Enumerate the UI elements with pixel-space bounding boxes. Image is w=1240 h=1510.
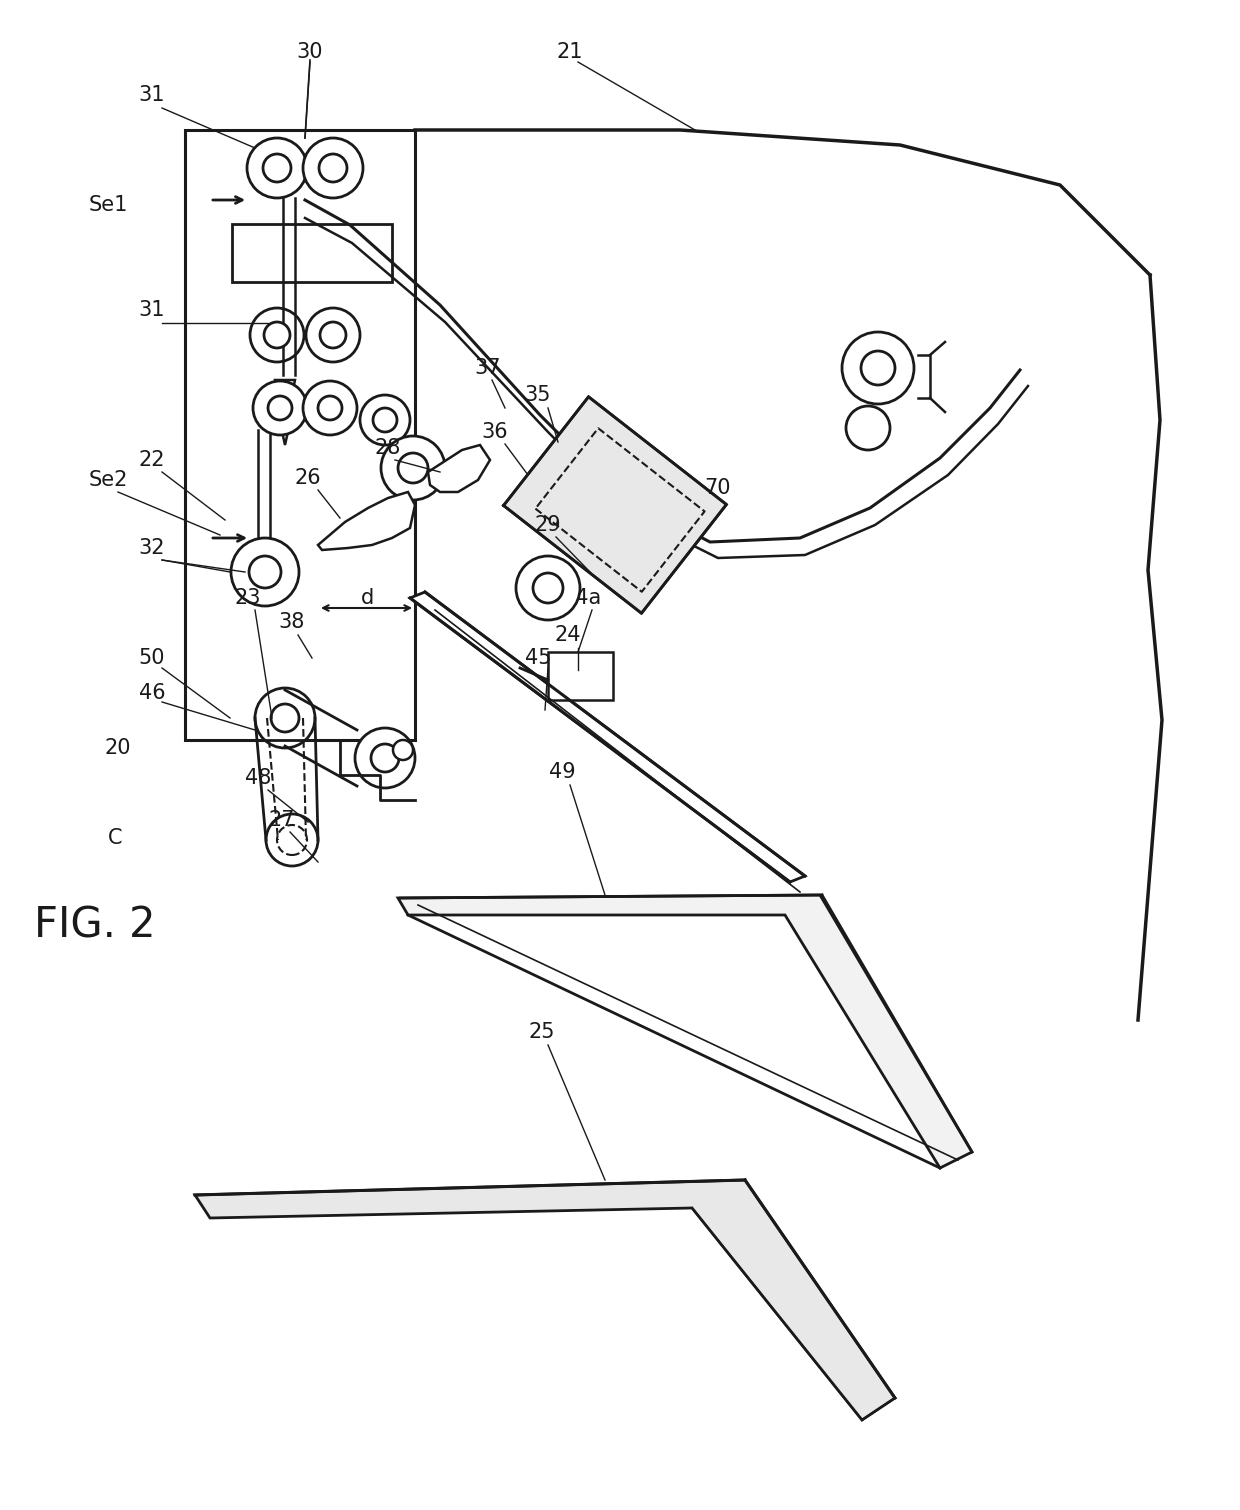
Polygon shape	[275, 400, 295, 445]
Text: d: d	[361, 587, 374, 609]
Text: 32: 32	[139, 538, 165, 559]
Text: 49: 49	[548, 763, 575, 782]
Circle shape	[533, 572, 563, 602]
Circle shape	[255, 689, 315, 747]
Text: Se1: Se1	[88, 195, 128, 214]
Polygon shape	[398, 895, 972, 1169]
Text: 30: 30	[296, 42, 324, 62]
Text: 45: 45	[525, 648, 552, 667]
Circle shape	[267, 814, 317, 867]
Circle shape	[373, 408, 397, 432]
Circle shape	[268, 396, 291, 420]
Polygon shape	[410, 592, 805, 882]
Bar	[185, 130, 415, 740]
Text: 24a: 24a	[563, 587, 601, 609]
Circle shape	[319, 154, 347, 183]
Circle shape	[264, 322, 290, 347]
Text: 38: 38	[279, 612, 305, 633]
Bar	[232, 223, 392, 282]
Circle shape	[306, 308, 360, 362]
Circle shape	[320, 322, 346, 347]
Text: 26: 26	[295, 468, 321, 488]
Bar	[548, 652, 613, 701]
Circle shape	[249, 556, 281, 587]
Text: 31: 31	[139, 300, 165, 320]
Circle shape	[516, 556, 580, 621]
Text: 50: 50	[139, 648, 165, 667]
Circle shape	[263, 154, 291, 183]
Text: 21: 21	[557, 42, 583, 62]
Circle shape	[250, 308, 304, 362]
Text: 35: 35	[525, 385, 552, 405]
Circle shape	[371, 744, 399, 772]
Circle shape	[846, 406, 890, 450]
Text: 48: 48	[244, 769, 272, 788]
Text: C: C	[108, 827, 123, 849]
Text: 46: 46	[139, 683, 165, 704]
Text: 36: 36	[481, 421, 508, 442]
Circle shape	[317, 396, 342, 420]
Text: 22: 22	[139, 450, 165, 470]
Circle shape	[393, 740, 413, 760]
Text: 27: 27	[269, 809, 295, 830]
Polygon shape	[317, 492, 415, 550]
Circle shape	[861, 350, 895, 385]
Text: 29: 29	[534, 515, 562, 535]
Text: 25: 25	[528, 1022, 556, 1042]
Text: 70: 70	[704, 479, 732, 498]
Circle shape	[231, 538, 299, 606]
Circle shape	[272, 704, 299, 732]
Circle shape	[355, 728, 415, 788]
Circle shape	[247, 137, 308, 198]
Circle shape	[360, 396, 410, 445]
Text: 37: 37	[475, 358, 501, 378]
Polygon shape	[428, 445, 490, 492]
Polygon shape	[503, 397, 727, 613]
Text: Se2: Se2	[88, 470, 128, 491]
Polygon shape	[275, 381, 295, 430]
Polygon shape	[195, 1179, 895, 1419]
Circle shape	[303, 137, 363, 198]
Circle shape	[381, 436, 445, 500]
Text: 28: 28	[374, 438, 402, 458]
Text: 24: 24	[554, 625, 582, 645]
Circle shape	[303, 381, 357, 435]
Text: 20: 20	[104, 738, 131, 758]
Circle shape	[253, 381, 308, 435]
Text: 31: 31	[139, 85, 165, 106]
Text: 23: 23	[234, 587, 262, 609]
Circle shape	[842, 332, 914, 405]
Circle shape	[398, 453, 428, 483]
Text: FIG. 2: FIG. 2	[35, 904, 156, 945]
